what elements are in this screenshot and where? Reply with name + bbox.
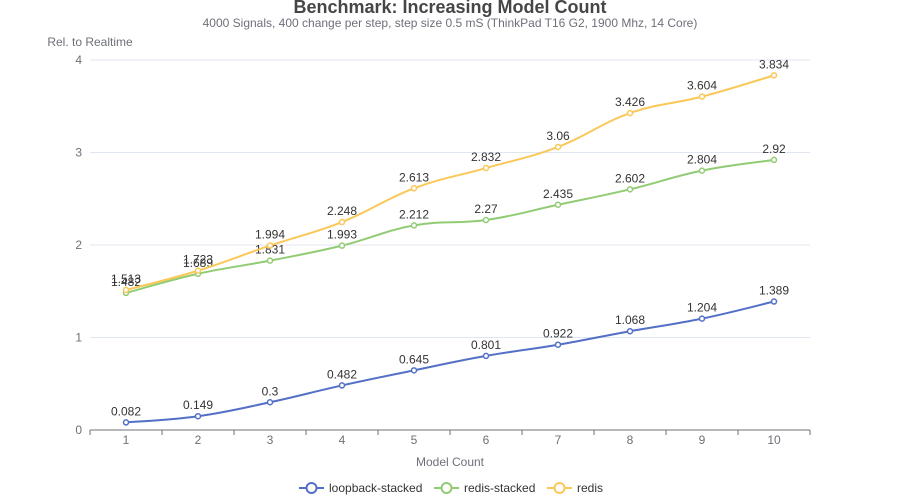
data-point[interactable] bbox=[770, 72, 778, 79]
x-tick-label: 8 bbox=[627, 433, 634, 447]
series-loopback-stacked: 0.082 0.149 0.3 0.482 0.645 0.801 0.922 1.068 1.… bbox=[111, 284, 789, 426]
data-label: 2.602 bbox=[615, 171, 645, 185]
data-point[interactable] bbox=[266, 399, 274, 406]
x-tick-label: 9 bbox=[699, 433, 706, 447]
data-point[interactable] bbox=[194, 412, 202, 420]
data-point[interactable] bbox=[554, 201, 562, 209]
data-label: 0.082 bbox=[111, 404, 141, 418]
data-label: 2.92 bbox=[762, 142, 786, 156]
chart-title: Benchmark: Increasing Model Count bbox=[293, 0, 606, 17]
series-line-loopback-stacked bbox=[125, 300, 775, 424]
x-tick-label: 1 bbox=[123, 433, 130, 447]
y-tick-label: 1 bbox=[75, 331, 82, 345]
x-tick-label: 2 bbox=[195, 433, 202, 447]
data-point[interactable] bbox=[482, 164, 490, 172]
data-point[interactable] bbox=[410, 367, 418, 374]
legend-label: loopback-stacked bbox=[329, 481, 422, 495]
data-label: 0.801 bbox=[471, 338, 501, 352]
data-label: 2.435 bbox=[543, 187, 573, 201]
data-label: 0.149 bbox=[183, 398, 213, 412]
data-point[interactable] bbox=[626, 327, 634, 335]
data-label: 2.248 bbox=[327, 204, 357, 218]
legend: loopback-stacked redis-stacked redis bbox=[299, 481, 603, 495]
data-label: 1.513 bbox=[111, 272, 141, 286]
data-point[interactable] bbox=[554, 143, 562, 151]
legend-marker-icon bbox=[553, 482, 566, 494]
data-label: 1.689 bbox=[183, 256, 213, 270]
data-label: 3.06 bbox=[546, 129, 570, 143]
data-label: 1.831 bbox=[255, 243, 285, 257]
data-label: 1.723 bbox=[183, 253, 213, 267]
data-label: 3.426 bbox=[615, 95, 645, 109]
plot-area: 0.082 0.149 0.3 0.482 0.645 0.801 0.922 1.068 1.… bbox=[111, 57, 789, 426]
legend-item-redis[interactable]: redis bbox=[547, 481, 603, 495]
data-point[interactable] bbox=[770, 156, 778, 164]
y-tick-label: 0 bbox=[75, 423, 82, 437]
data-label: 1.389 bbox=[759, 284, 789, 298]
legend-marker-icon bbox=[440, 482, 453, 494]
data-point[interactable] bbox=[698, 167, 706, 174]
data-label: 0.645 bbox=[399, 352, 429, 366]
data-point[interactable] bbox=[554, 341, 562, 348]
data-point[interactable] bbox=[482, 216, 490, 224]
series-line-redis bbox=[125, 74, 775, 292]
data-label: 1.994 bbox=[255, 228, 285, 242]
data-label: 3.604 bbox=[687, 79, 717, 93]
data-label: 0.922 bbox=[543, 327, 573, 341]
data-label: 2.613 bbox=[399, 170, 429, 184]
legend-label: redis-stacked bbox=[464, 481, 535, 495]
data-label: 1.993 bbox=[327, 228, 357, 242]
data-point[interactable] bbox=[410, 222, 418, 229]
x-tick-label: 3 bbox=[267, 433, 274, 447]
data-point[interactable] bbox=[194, 267, 202, 274]
data-label: 1.068 bbox=[615, 313, 645, 327]
legend-label: redis bbox=[577, 481, 603, 495]
y-tick-label: 4 bbox=[75, 53, 82, 67]
series-redis: 1.513 1.723 1.994 2.248 2.613 2.832 3.06 3.426 3… bbox=[111, 57, 789, 294]
data-point[interactable] bbox=[266, 257, 274, 264]
legend-item-loopback-stacked[interactable]: loopback-stacked bbox=[299, 481, 422, 495]
data-point[interactable] bbox=[338, 382, 346, 389]
chart-subtitle: 4000 Signals, 400 change per step, step … bbox=[203, 16, 698, 30]
data-label: 3.834 bbox=[759, 57, 789, 71]
data-point[interactable] bbox=[338, 242, 346, 249]
data-label: 1.204 bbox=[687, 301, 717, 315]
data-point[interactable] bbox=[122, 286, 130, 294]
data-label: 0.482 bbox=[327, 367, 357, 381]
x-tick-label: 6 bbox=[483, 433, 490, 447]
data-label: 0.3 bbox=[262, 384, 279, 398]
series-redis-stacked: 1.482 1.689 1.831 1.993 2.212 2.27 2.435 2.602 2… bbox=[111, 142, 786, 297]
data-point[interactable] bbox=[338, 218, 346, 226]
data-point[interactable] bbox=[266, 242, 274, 249]
x-tick-label: 4 bbox=[339, 433, 346, 447]
data-point[interactable] bbox=[770, 298, 778, 305]
y-axis-label: Rel. to Realtime bbox=[47, 35, 133, 49]
data-point[interactable] bbox=[626, 186, 634, 193]
grid bbox=[90, 59, 810, 338]
legend-item-redis-stacked[interactable]: redis-stacked bbox=[434, 481, 535, 495]
data-label: 2.804 bbox=[687, 153, 717, 167]
y-tick-label: 2 bbox=[75, 238, 82, 252]
data-label: 2.212 bbox=[399, 207, 429, 221]
data-label: 2.27 bbox=[474, 202, 498, 216]
data-point[interactable] bbox=[122, 419, 130, 426]
x-axis-label: Model Count bbox=[416, 455, 485, 469]
legend-marker-icon bbox=[305, 482, 318, 494]
data-point[interactable] bbox=[410, 185, 418, 192]
y-tick-label: 3 bbox=[75, 146, 82, 160]
x-tick-label: 5 bbox=[411, 433, 418, 447]
data-point[interactable] bbox=[698, 315, 706, 322]
data-label: 2.832 bbox=[471, 150, 501, 164]
data-point[interactable] bbox=[698, 93, 706, 100]
data-label: 1.482 bbox=[111, 275, 141, 289]
x-tick-label: 7 bbox=[555, 433, 562, 447]
data-point[interactable] bbox=[626, 109, 634, 117]
data-point[interactable] bbox=[482, 352, 490, 360]
x-tick-label: 10 bbox=[767, 433, 781, 447]
series-line-redis-stacked bbox=[125, 158, 775, 294]
x-axis: 0 1 2 3 4 1 2 3 4 5 6 7 8 9 10 bbox=[75, 53, 811, 447]
